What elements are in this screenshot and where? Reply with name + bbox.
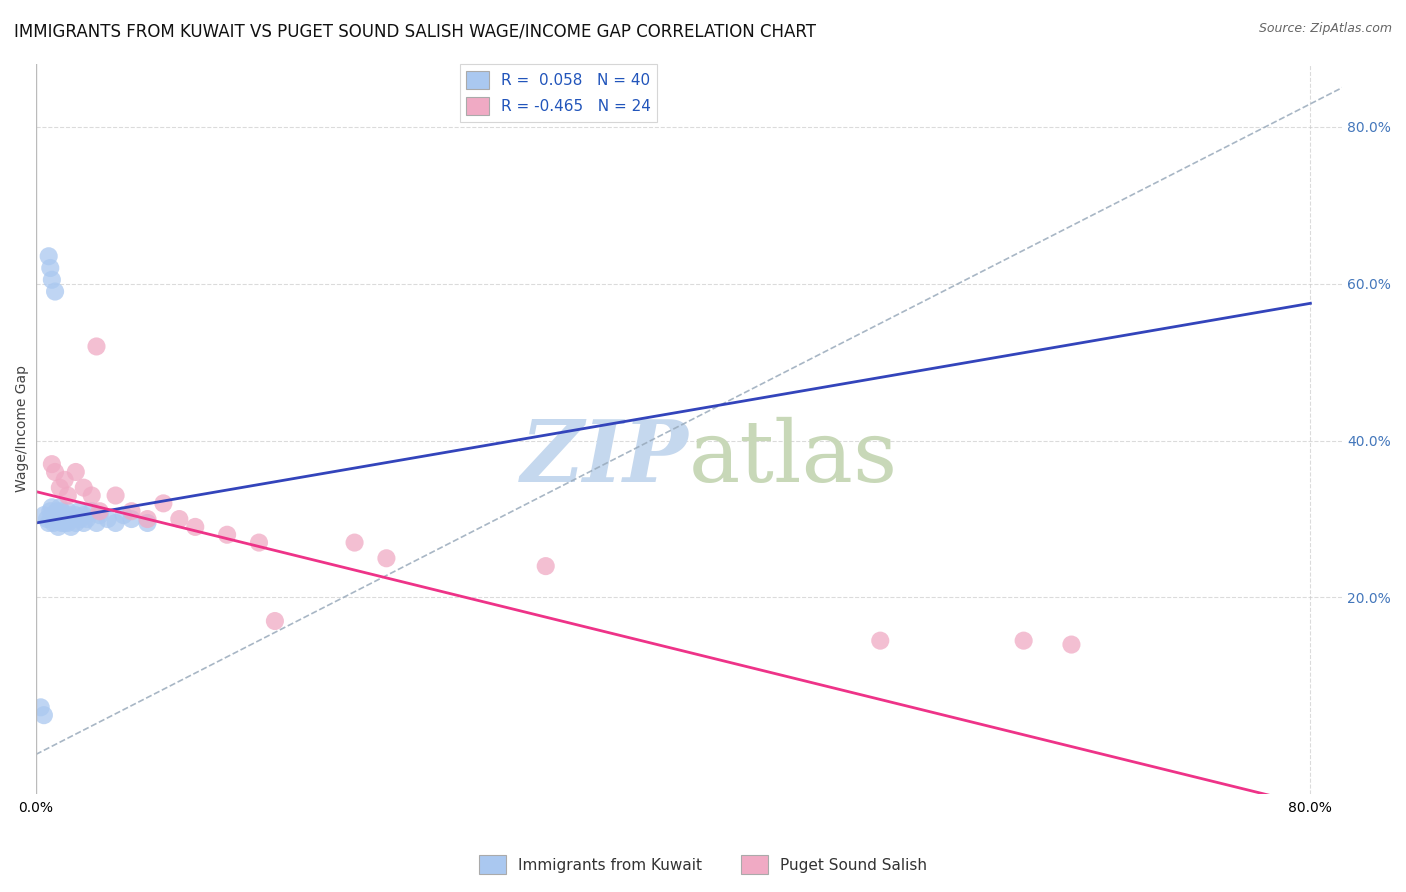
Point (65, 508, 87, 522)
Point (73, 481, 96, 495)
Point (32, 708, 55, 723)
Point (67, 504, 90, 518)
Point (56, 516, 79, 530)
Point (39, 260, 62, 275)
Point (136, 516, 159, 530)
Point (44, 465, 66, 479)
Text: IMMIGRANTS FROM KUWAIT VS PUGET SOUND SALISH WAGE/INCOME GAP CORRELATION CHART: IMMIGRANTS FROM KUWAIT VS PUGET SOUND SA… (14, 22, 815, 40)
Point (51, 516, 73, 530)
Point (343, 535, 366, 549)
Point (104, 516, 127, 530)
Point (86, 516, 108, 530)
Point (41, 457, 63, 471)
Point (45, 504, 67, 518)
Point (41, 500, 63, 515)
Point (112, 508, 135, 522)
Point (534, 559, 557, 574)
Point (30, 700, 52, 714)
Point (38, 249, 60, 263)
Y-axis label: Wage/Income Gap: Wage/Income Gap (15, 366, 30, 492)
Point (264, 614, 287, 628)
Point (104, 489, 127, 503)
Point (65, 516, 87, 530)
Point (59, 520, 82, 534)
Point (38, 516, 60, 530)
Point (80, 504, 103, 518)
Point (73, 508, 96, 522)
Point (1012, 633, 1035, 648)
Point (44, 508, 66, 522)
Point (121, 512, 143, 526)
Text: Source: ZipAtlas.com: Source: ZipAtlas.com (1258, 22, 1392, 36)
Point (217, 527, 239, 541)
Point (89, 504, 111, 518)
Point (136, 512, 159, 526)
Point (59, 512, 82, 526)
Point (152, 496, 174, 510)
Point (76, 512, 98, 526)
Point (65, 465, 87, 479)
Point (169, 512, 191, 526)
Point (80, 489, 103, 503)
Point (45, 512, 67, 526)
Point (53, 516, 76, 530)
Point (52, 512, 75, 526)
Point (42, 516, 65, 530)
Point (53, 473, 76, 487)
Point (1060, 638, 1083, 652)
Text: atlas: atlas (689, 417, 898, 500)
Point (375, 551, 398, 566)
Point (41, 273, 63, 287)
Point (53, 508, 76, 522)
Point (184, 520, 207, 534)
Point (49, 500, 72, 515)
Point (56, 489, 79, 503)
Point (121, 504, 143, 518)
Point (35, 512, 58, 526)
Point (86, 339, 108, 353)
Point (73, 516, 96, 530)
Point (56, 504, 79, 518)
Legend: Immigrants from Kuwait, Puget Sound Salish: Immigrants from Kuwait, Puget Sound Sali… (472, 849, 934, 880)
Point (49, 481, 72, 495)
Point (49, 508, 72, 522)
Point (51, 504, 73, 518)
Point (46, 520, 69, 534)
Point (39, 504, 62, 518)
Point (58, 508, 80, 522)
Point (44, 285, 66, 299)
Point (89, 508, 111, 522)
Legend: R =  0.058   N = 40, R = -0.465   N = 24: R = 0.058 N = 40, R = -0.465 N = 24 (460, 64, 657, 121)
Point (41, 512, 63, 526)
Point (869, 633, 891, 648)
Text: ZIP: ZIP (522, 417, 689, 500)
Point (247, 535, 270, 549)
Point (32, 508, 55, 522)
Point (97, 512, 120, 526)
Point (69, 512, 91, 526)
Point (55, 512, 77, 526)
